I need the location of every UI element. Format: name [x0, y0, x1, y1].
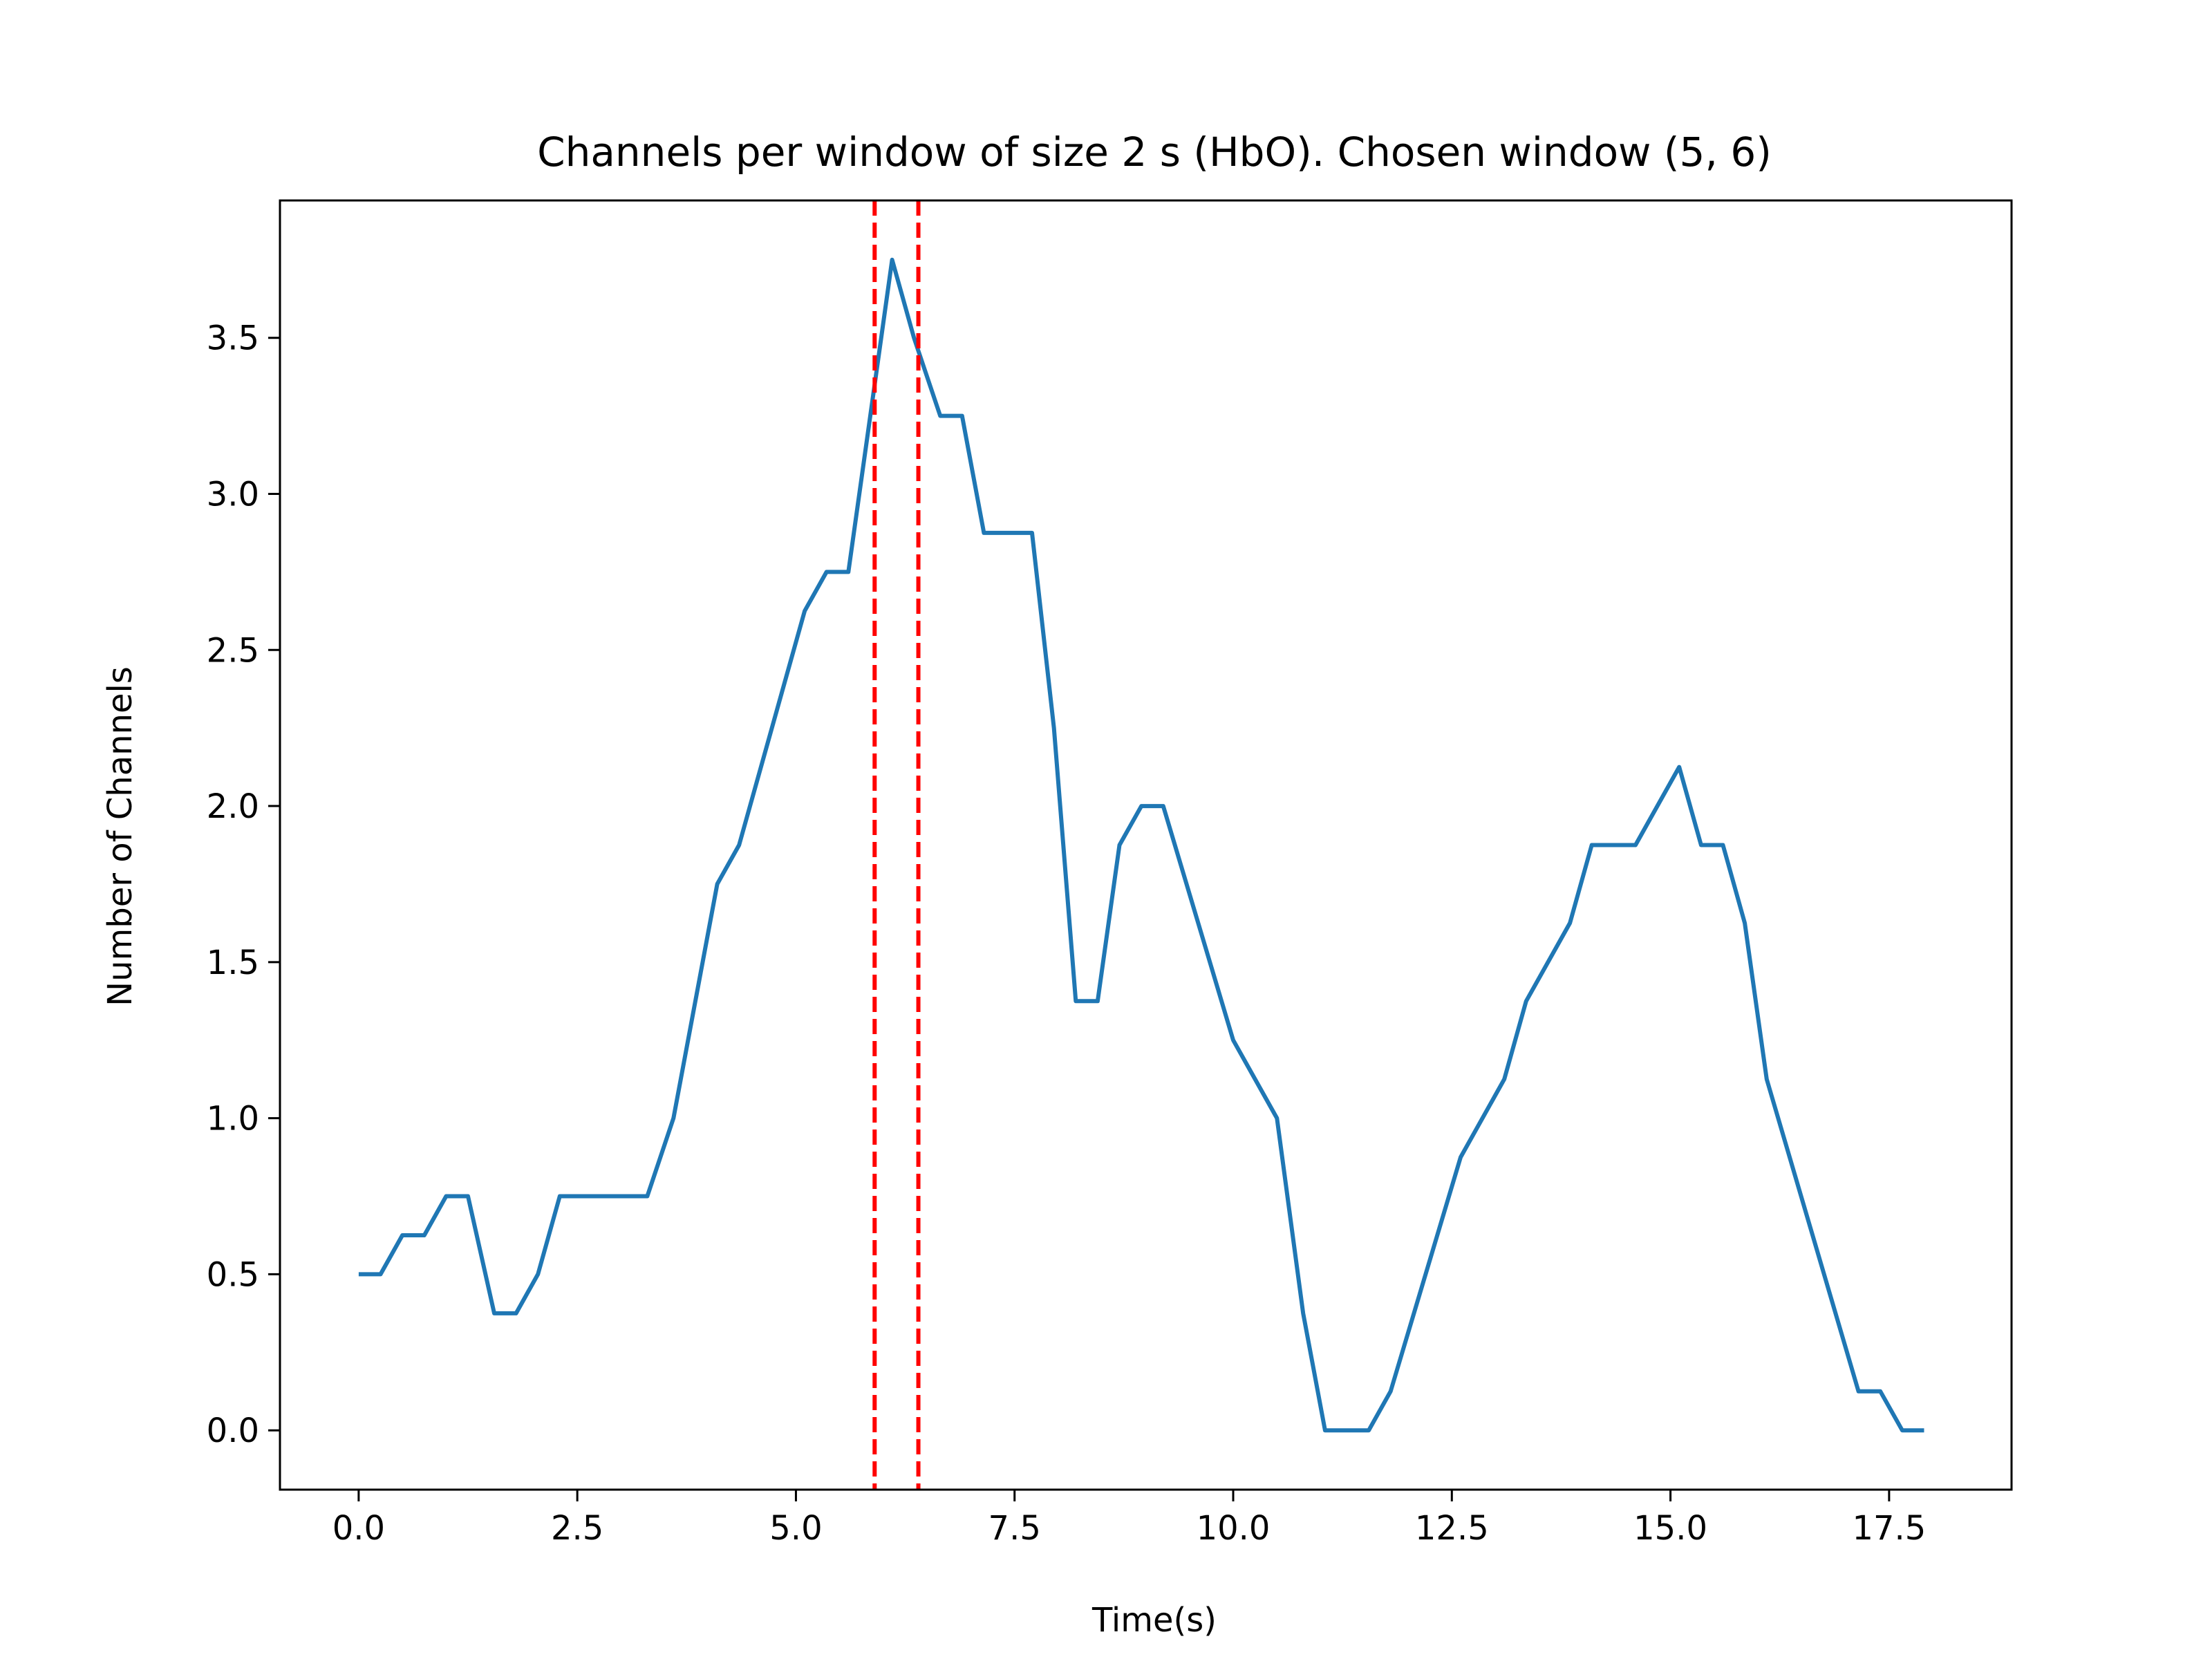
x-tick-label: 0.0 [332, 1509, 385, 1548]
y-tick-label: 0.0 [207, 1412, 259, 1450]
y-tick-label: 3.0 [207, 475, 259, 514]
x-tick-label: 17.5 [1852, 1509, 1926, 1548]
x-axis-label: Time(s) [1091, 1601, 1217, 1640]
x-tick-label: 7.5 [988, 1509, 1041, 1548]
y-tick-label: 1.0 [207, 1100, 259, 1138]
y-tick-label: 2.0 [207, 787, 259, 826]
x-tick-label: 2.5 [551, 1509, 603, 1548]
x-tick-label: 10.0 [1197, 1509, 1271, 1548]
series-line-0 [358, 257, 1924, 1433]
x-tick-label: 15.0 [1633, 1509, 1707, 1548]
plot-area [358, 200, 1924, 1490]
x-axis-ticks: 0.0 2.5 5.0 7.5 10.0 12.5 15.0 17.5 [332, 1490, 1926, 1548]
x-tick-label: 5.0 [769, 1509, 822, 1548]
plot-frame [279, 199, 2013, 1491]
y-tick-label: 3.5 [207, 319, 259, 358]
y-axis-label: Number of Channels [101, 666, 140, 1006]
y-tick-label: 1.5 [207, 944, 259, 982]
y-axis-ticks: 0.0 0.5 1.0 1.5 2.0 2.5 3.0 3.5 [207, 319, 280, 1450]
y-tick-label: 2.5 [207, 631, 259, 670]
chart-title: Channels per window of size 2 s (HbO). C… [537, 129, 1772, 176]
y-tick-label: 0.5 [207, 1255, 259, 1294]
x-tick-label: 12.5 [1415, 1509, 1489, 1548]
